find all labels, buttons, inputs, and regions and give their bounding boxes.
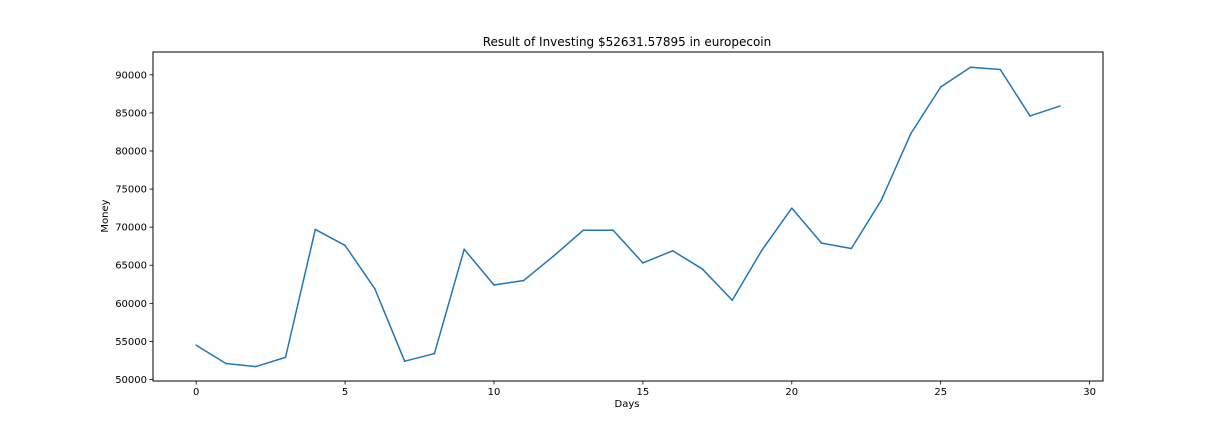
data-point (522, 279, 525, 282)
data-point (910, 132, 912, 135)
plot-frame (152, 51, 1104, 382)
data-point (344, 244, 346, 247)
data-point (612, 229, 614, 232)
y-axis-label: Money (100, 199, 111, 232)
data-point (314, 228, 317, 231)
y-tick-label: 70000 (115, 223, 147, 234)
data-point (582, 229, 585, 232)
y-tick-label: 85000 (115, 108, 147, 119)
x-tick-label: 0 (193, 387, 199, 398)
x-axis-label: Days (615, 399, 640, 410)
data-point (195, 344, 197, 347)
y-tick-label: 65000 (115, 261, 147, 272)
y-tick-label: 80000 (115, 147, 147, 158)
data-point (790, 207, 793, 209)
data-point (731, 299, 734, 302)
data-point (939, 86, 942, 88)
series-line-0 (195, 66, 1061, 368)
data-point (642, 262, 644, 264)
data-point (403, 360, 406, 363)
data-point (850, 247, 853, 250)
x-tick-label: 15 (637, 387, 650, 398)
y-tick-label: 50000 (115, 375, 147, 386)
data-point (284, 356, 287, 359)
x-tick-label: 5 (342, 387, 348, 398)
y-tick-label: 60000 (115, 299, 147, 310)
data-point (820, 242, 823, 244)
data-point (701, 268, 704, 270)
data-point (1059, 105, 1061, 107)
data-point (999, 68, 1002, 71)
data-point (761, 249, 763, 251)
y-tick-label: 55000 (115, 337, 147, 348)
y-tick-label: 90000 (115, 70, 147, 81)
x-tick-label: 25 (934, 387, 947, 398)
y-tick-label: 75000 (115, 185, 147, 196)
data-point (969, 66, 972, 69)
x-tick-label: 20 (785, 387, 798, 398)
x-tick-label: 30 (1083, 387, 1096, 398)
data-point (254, 365, 257, 368)
x-tick-label: 10 (488, 387, 501, 398)
data-point (433, 352, 436, 355)
chart-title: Result of Investing $52631.57895 in euro… (483, 35, 771, 49)
data-point (493, 284, 495, 286)
data-point (880, 199, 882, 202)
data-point (463, 248, 466, 251)
data-point (552, 255, 555, 257)
data-point (225, 362, 227, 365)
data-point (374, 288, 376, 290)
data-point (671, 249, 674, 252)
data-point (1029, 115, 1031, 117)
